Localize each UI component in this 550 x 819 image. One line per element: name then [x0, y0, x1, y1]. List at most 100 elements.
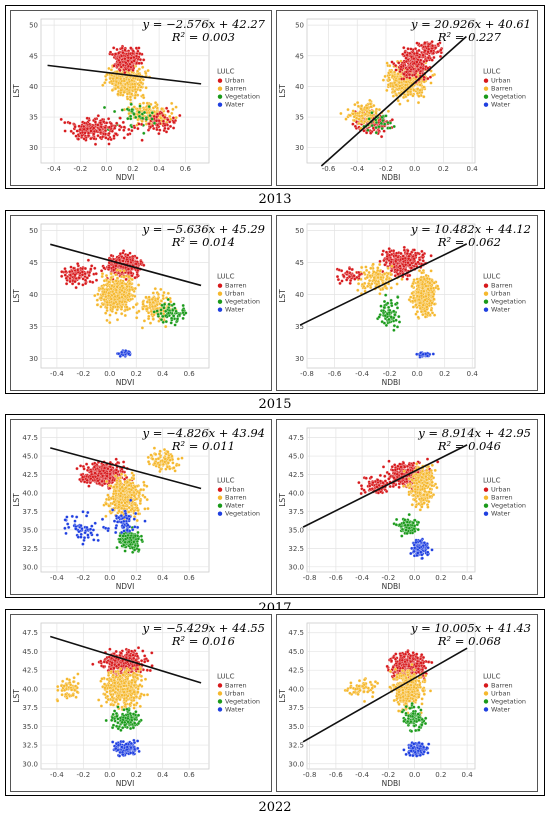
data-point: [125, 87, 129, 91]
x-tick-label: -0.4: [350, 165, 364, 173]
data-point: [426, 76, 430, 81]
legend-entry: Barren: [225, 282, 247, 290]
data-point: [392, 309, 396, 313]
data-point: [351, 122, 355, 126]
data-point: [92, 129, 97, 134]
data-point: [181, 316, 185, 321]
data-point: [155, 123, 160, 127]
data-point: [397, 314, 401, 319]
data-point: [115, 318, 120, 322]
data-point: [141, 307, 145, 311]
data-point: [82, 467, 86, 471]
regression-line: [299, 243, 468, 326]
data-point: [114, 457, 118, 461]
data-point: [427, 293, 431, 297]
legend-entry: Vegetation: [491, 93, 526, 101]
data-point: [92, 465, 97, 469]
legend-entry: Urban: [225, 290, 245, 298]
data-point: [381, 308, 386, 313]
data-point: [125, 307, 130, 312]
data-point: [118, 290, 122, 295]
data-point: [415, 352, 419, 356]
data-point: [428, 75, 433, 79]
data-point: [128, 281, 132, 286]
data-point: [156, 297, 160, 301]
data-point: [416, 280, 420, 284]
data-point: [181, 308, 185, 313]
data-point: [419, 43, 424, 48]
data-point: [111, 305, 115, 309]
data-point: [126, 64, 131, 68]
data-point: [153, 104, 158, 109]
data-point: [101, 302, 105, 307]
data-point: [137, 114, 142, 119]
data-point: [125, 81, 130, 85]
data-point: [150, 117, 154, 121]
legend-entry: Barren: [491, 282, 513, 290]
legend-marker: [483, 299, 489, 304]
data-point: [128, 98, 133, 102]
data-point: [423, 315, 428, 319]
scatter-chart-ndvi-2017: -0.4 -0.2 0.0 0.2 0.4 0.630.032.535.037.540.0…: [12, 426, 265, 591]
x-tick-label: -0.4: [355, 370, 369, 378]
y-tick-label: 30.0: [22, 563, 38, 571]
data-point: [393, 302, 398, 306]
data-point: [374, 107, 379, 111]
data-point: [402, 77, 406, 81]
data-point: [357, 121, 361, 126]
data-point: [336, 277, 341, 282]
data-point: [432, 313, 437, 317]
x-tick-label: 0.0: [104, 370, 115, 378]
data-point: [388, 64, 392, 68]
data-point: [112, 109, 117, 114]
data-point: [117, 128, 122, 132]
data-point: [100, 274, 104, 279]
x-axis-label: NDVI: [116, 378, 135, 387]
data-point: [414, 312, 418, 316]
data-point: [68, 121, 72, 125]
data-point: [359, 119, 364, 123]
data-point: [130, 82, 135, 86]
data-point: [120, 46, 124, 50]
data-point: [76, 137, 81, 141]
data-point: [424, 273, 428, 278]
data-point: [362, 284, 366, 289]
data-point: [395, 268, 400, 272]
data-point: [93, 293, 97, 298]
data-point: [408, 263, 412, 267]
data-point: [119, 264, 123, 269]
data-point: [177, 313, 182, 317]
legend-entry: Urban: [491, 77, 511, 85]
data-point: [108, 303, 113, 308]
data-point: [412, 88, 416, 92]
data-point: [439, 48, 443, 52]
y-tick-label: 45: [29, 52, 38, 60]
regression-line: [47, 64, 202, 85]
x-tick-label: 0.2: [127, 165, 138, 173]
data-point: [367, 281, 371, 286]
data-point: [420, 286, 425, 290]
data-point: [389, 269, 394, 273]
data-point: [415, 91, 420, 96]
x-axis-label: NDVI: [116, 173, 135, 182]
data-point: [408, 76, 412, 80]
data-point: [152, 121, 157, 125]
data-point: [402, 46, 406, 50]
legend-title: LULC: [217, 273, 235, 281]
data-point: [131, 85, 135, 89]
y-tick-label: 30: [29, 144, 38, 152]
data-point: [89, 136, 93, 141]
y-tick-label: 50: [295, 22, 304, 30]
data-point: [395, 325, 400, 329]
data-point: [117, 51, 121, 55]
data-point: [431, 51, 436, 55]
data-point: [150, 297, 154, 302]
data-point: [390, 60, 394, 64]
data-point: [101, 286, 105, 291]
data-point: [59, 117, 63, 122]
x-tick-label: 0.0: [409, 165, 420, 173]
data-point: [134, 115, 138, 120]
data-point: [381, 249, 385, 253]
data-point: [127, 111, 131, 116]
data-point: [76, 262, 80, 266]
